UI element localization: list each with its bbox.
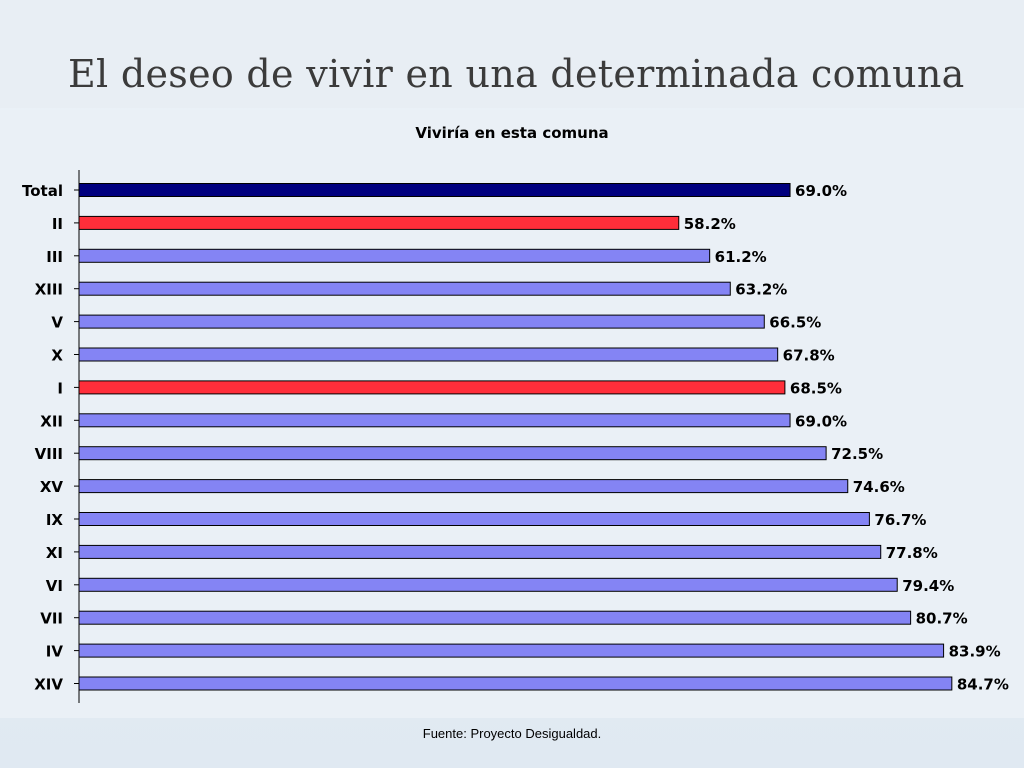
value-label: 67.8%	[783, 347, 835, 365]
value-label: 69.0%	[795, 412, 847, 430]
bar	[78, 479, 849, 494]
category-label: IX	[46, 511, 64, 529]
bar	[78, 676, 953, 691]
category-label: XIV	[34, 676, 63, 694]
category-label: XI	[46, 544, 63, 562]
category-label: I	[57, 379, 63, 397]
value-label: 72.5%	[831, 445, 883, 463]
value-label: 79.4%	[902, 577, 954, 595]
bar	[78, 610, 912, 625]
bar	[78, 512, 870, 526]
bar	[78, 248, 711, 263]
bar-highlight	[78, 215, 680, 230]
value-label: 80.7%	[916, 610, 968, 628]
slide-title: El deseo de vivir en una determinada com…	[68, 52, 965, 96]
value-label: 61.2%	[715, 248, 767, 266]
category-label: VI	[46, 577, 63, 595]
value-label: 76.7%	[874, 511, 926, 529]
value-label: 69.0%	[795, 182, 847, 200]
category-label: XII	[40, 412, 63, 430]
category-label: VIII	[35, 445, 63, 463]
value-label: 66.5%	[769, 314, 821, 332]
category-label: Total	[22, 182, 63, 200]
value-label: 77.8%	[886, 544, 938, 562]
bar	[78, 413, 791, 428]
category-label: XIII	[35, 281, 63, 299]
source-note: Fuente: Proyecto Desigualdad.	[422, 726, 602, 741]
value-label: 58.2%	[684, 215, 736, 233]
bar	[78, 643, 945, 658]
bar	[78, 446, 827, 461]
bar-total	[78, 183, 791, 197]
bar	[78, 544, 882, 559]
bar	[78, 347, 779, 362]
bar	[78, 577, 898, 592]
bar-highlight	[78, 380, 786, 395]
value-label: 84.7%	[957, 676, 1009, 694]
value-label: 63.2%	[735, 281, 787, 299]
category-label: IV	[46, 643, 64, 661]
category-label: III	[46, 248, 63, 266]
value-label: 74.6%	[853, 478, 905, 496]
category-label: VII	[40, 610, 63, 628]
category-label: II	[52, 215, 63, 233]
bar	[78, 281, 731, 296]
category-label: X	[51, 347, 63, 365]
value-label: 83.9%	[949, 643, 1001, 661]
chart-title: Viviría en esta comuna	[415, 124, 609, 142]
bar	[78, 314, 765, 329]
category-label: V	[51, 314, 63, 332]
category-label: XV	[40, 478, 64, 496]
title-band	[0, 0, 1024, 108]
value-label: 68.5%	[790, 379, 842, 397]
